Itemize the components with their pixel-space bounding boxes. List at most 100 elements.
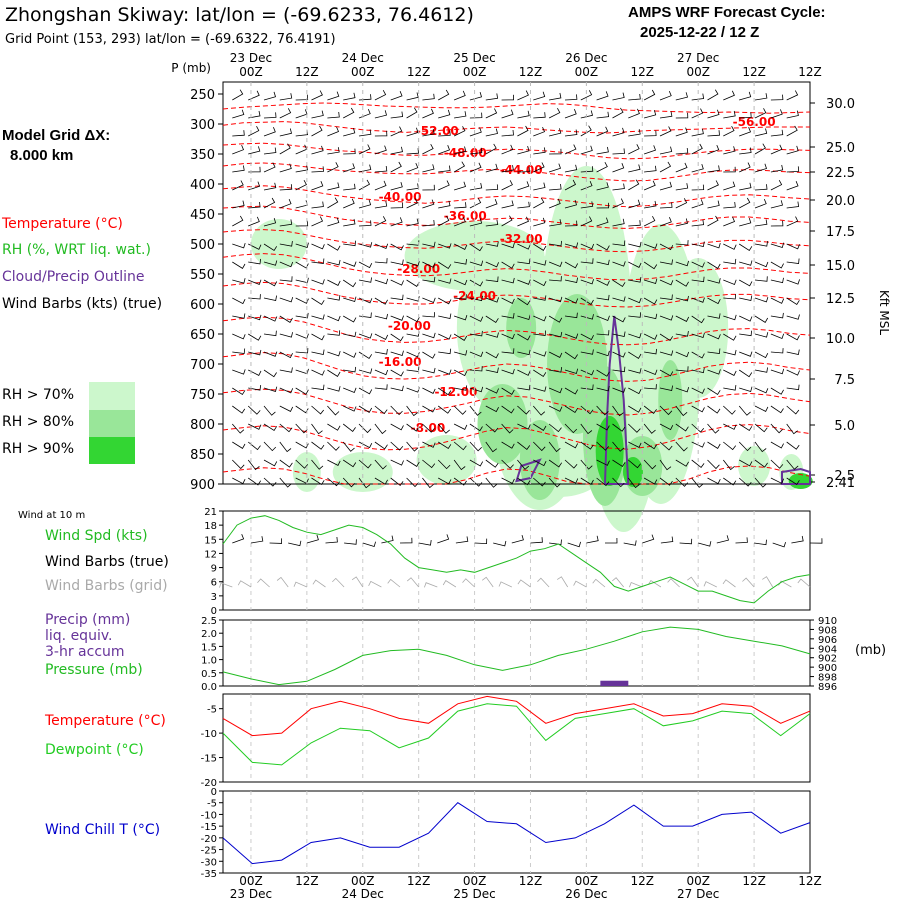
legend-wind-barbs: Wind Barbs (kts) (true) — [2, 296, 163, 312]
wind-barb — [659, 217, 672, 227]
wind-barb — [786, 369, 800, 376]
wind-barb — [754, 93, 768, 101]
wind-barb — [248, 258, 261, 265]
wind-barb — [596, 217, 609, 227]
wind-barb — [533, 260, 547, 266]
height-tick-label: 2.5 — [834, 469, 855, 484]
bottom-hour-label: 12Z — [798, 874, 822, 888]
wind-barb — [517, 384, 531, 391]
wind-barb — [786, 333, 800, 341]
legend-swatch-rh90 — [89, 437, 135, 464]
wind-barb — [517, 216, 530, 227]
wind-barb — [517, 314, 531, 321]
wind-barb — [659, 423, 674, 431]
wind-barb — [343, 261, 357, 267]
wind-barb — [247, 441, 261, 451]
wind-barb — [770, 277, 784, 284]
temperature-contour — [222, 465, 811, 485]
wind-barb — [311, 423, 323, 435]
wind-barb — [786, 459, 799, 470]
wind-barb — [422, 184, 435, 191]
wind-barb — [628, 129, 641, 137]
forecast-cycle-label: AMPS WRF Forecast Cycle: — [628, 4, 826, 21]
wind-barb — [232, 144, 245, 155]
top-hour-label: 12Z — [519, 65, 543, 79]
wind-barb — [327, 295, 341, 301]
wind-barb — [517, 90, 529, 101]
wind-barb — [453, 423, 468, 430]
wind-panel-frame — [222, 510, 811, 611]
wind-barb — [517, 349, 531, 356]
wind-barb — [453, 243, 468, 250]
wind-barb — [469, 260, 484, 267]
wind-barb — [263, 147, 277, 155]
wind-barb — [390, 441, 404, 451]
model-grid-label: Model Grid ΔX: — [2, 127, 111, 144]
wind-barb — [675, 240, 689, 246]
bottom-date-label: 23 Dec — [230, 887, 272, 900]
wind-barb — [580, 333, 594, 341]
wind-barb — [612, 405, 624, 417]
wind-barb — [422, 351, 436, 359]
wind-barb — [675, 147, 689, 155]
wind-barb — [374, 258, 388, 264]
wind-barb — [754, 163, 768, 173]
top-hour-label: 12Z — [295, 65, 319, 79]
wind-barb — [564, 220, 578, 227]
wind-barb — [390, 217, 403, 227]
wind-barb — [279, 405, 294, 412]
wind-barb — [437, 387, 452, 396]
wind-barb — [501, 215, 513, 227]
y-tick-label: 1.5 — [201, 642, 217, 653]
surface-wind-barb-true — [716, 535, 730, 544]
y-tick-label: -20 — [201, 834, 217, 845]
wind-barb — [770, 261, 784, 269]
surface-wind-barb-grid — [462, 578, 475, 588]
wind-barb — [232, 130, 245, 137]
wind-barb — [453, 126, 466, 137]
wind-chill-label: Wind Chill T (°C) — [45, 822, 161, 838]
bottom-hour-label: 00Z — [351, 874, 375, 888]
wind-barb — [485, 128, 498, 137]
wind-barb — [643, 89, 656, 101]
wind-barb — [659, 259, 673, 265]
temperature-panel-frame — [222, 693, 811, 783]
surface-wind-barb-grid — [573, 580, 587, 588]
wind-barb — [770, 477, 785, 484]
wind-barb — [406, 92, 419, 101]
surface-wind-barb-true — [605, 537, 618, 544]
wind-barb — [691, 199, 704, 209]
temperature-contour — [222, 253, 811, 281]
rh80-area — [506, 298, 537, 358]
wind-barb — [358, 368, 373, 374]
wind-barb — [279, 143, 291, 155]
wind-barb — [279, 441, 292, 453]
wind-barb — [343, 107, 355, 119]
wind-barb — [422, 367, 436, 374]
wind-barb — [580, 384, 594, 390]
surface-wind-barb-true — [474, 538, 488, 545]
wind-barb — [533, 112, 546, 119]
wind-barb — [342, 441, 355, 452]
wind-barb — [438, 109, 451, 119]
wind-barb — [422, 332, 436, 339]
wind-barb — [469, 295, 483, 302]
wind-barb — [438, 369, 452, 375]
y-tick-label: 3 — [211, 592, 217, 603]
wind-barb — [675, 331, 689, 337]
pressure-tick-label: 250 — [190, 88, 215, 103]
wind-barb — [517, 477, 531, 486]
temperature-line — [222, 695, 811, 737]
legend-temperature: Temperature (°C) — [2, 216, 123, 232]
y-tick-label: 18 — [204, 521, 217, 532]
wind-barb — [374, 405, 388, 415]
wind-barb — [739, 279, 753, 287]
y-tick-label: 12 — [204, 549, 217, 560]
wind-barb — [501, 277, 515, 284]
wind-barb — [311, 441, 325, 450]
wind-barb — [279, 184, 293, 191]
wind-barb — [358, 108, 371, 119]
wind-barb — [786, 258, 800, 264]
wind-barb — [643, 441, 658, 450]
wind-barb — [675, 295, 689, 302]
